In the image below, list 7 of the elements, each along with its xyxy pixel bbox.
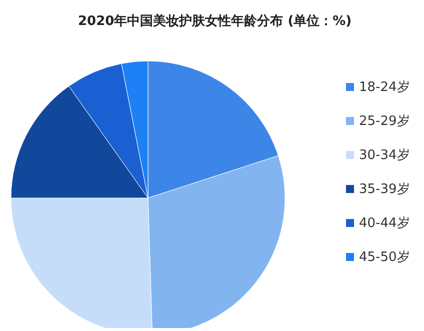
chart-title: 2020年中国美妆护肤女性年龄分布 (单位：%): [78, 12, 353, 30]
legend-label: 30-34岁: [358, 147, 410, 165]
legend-label: 25-29岁: [358, 113, 410, 131]
legend-label: 40-44岁: [358, 215, 410, 233]
legend-label: 18-24岁: [358, 79, 410, 97]
legend-label: 35-39岁: [358, 181, 410, 199]
legend-label: 45-50岁: [358, 249, 410, 267]
